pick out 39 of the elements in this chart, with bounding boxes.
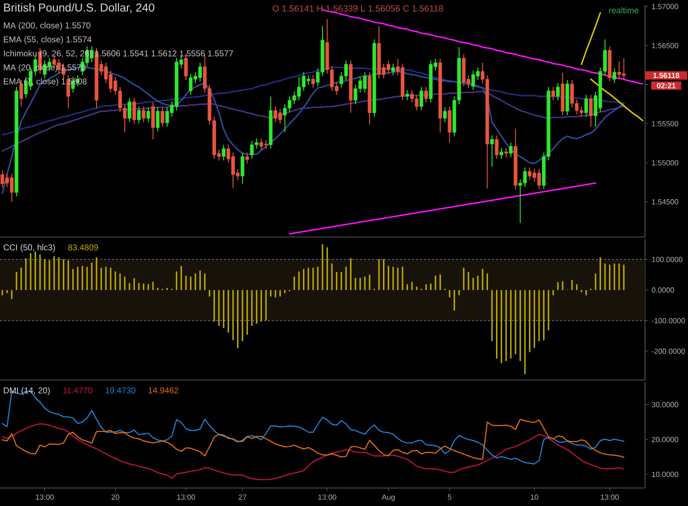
candlestick xyxy=(612,68,616,84)
annotation: 11.4770 xyxy=(63,387,92,394)
candlestick xyxy=(556,82,560,101)
candlestick xyxy=(128,97,132,123)
candlestick xyxy=(311,74,315,88)
candlestick xyxy=(142,106,146,123)
candlestick xyxy=(146,106,150,123)
chart-title: British Pound/U.S. Dollar, 240 xyxy=(4,3,154,13)
candlestick xyxy=(222,144,226,161)
candlestick xyxy=(151,102,155,140)
candlestick xyxy=(443,106,447,123)
candlestick xyxy=(424,86,428,104)
candlestick xyxy=(391,63,395,76)
candlestick xyxy=(245,152,249,164)
candlestick xyxy=(137,106,141,124)
candlestick xyxy=(584,94,588,118)
candlestick xyxy=(589,94,593,128)
candlestick xyxy=(240,152,244,184)
candlestick xyxy=(500,147,504,160)
candlestick xyxy=(420,86,424,111)
annotation: O 1.56141 H 1.56339 L 1.56056 C 1.56118 xyxy=(272,5,444,12)
annotation: EMA (55, close) 1.5574 xyxy=(4,36,92,44)
annotation: MA (200, close) 1.5570 xyxy=(4,22,90,30)
annotation: 83.4809 xyxy=(68,244,98,250)
candlestick xyxy=(156,106,160,132)
annotation: 14.9462 xyxy=(148,387,178,394)
candlestick xyxy=(494,134,499,160)
candlestick xyxy=(509,142,513,158)
candlestick xyxy=(490,134,494,168)
candlestick xyxy=(504,147,508,158)
annotation: 19.4730 xyxy=(106,387,136,394)
text: CCI (50, hlc3) xyxy=(4,244,55,252)
line-series xyxy=(580,12,601,66)
candlestick xyxy=(132,97,136,124)
candlestick xyxy=(448,106,452,143)
candlestick xyxy=(160,106,164,128)
candlestick xyxy=(551,86,556,101)
candlestick xyxy=(405,90,410,101)
annotation: realtime xyxy=(609,7,638,14)
